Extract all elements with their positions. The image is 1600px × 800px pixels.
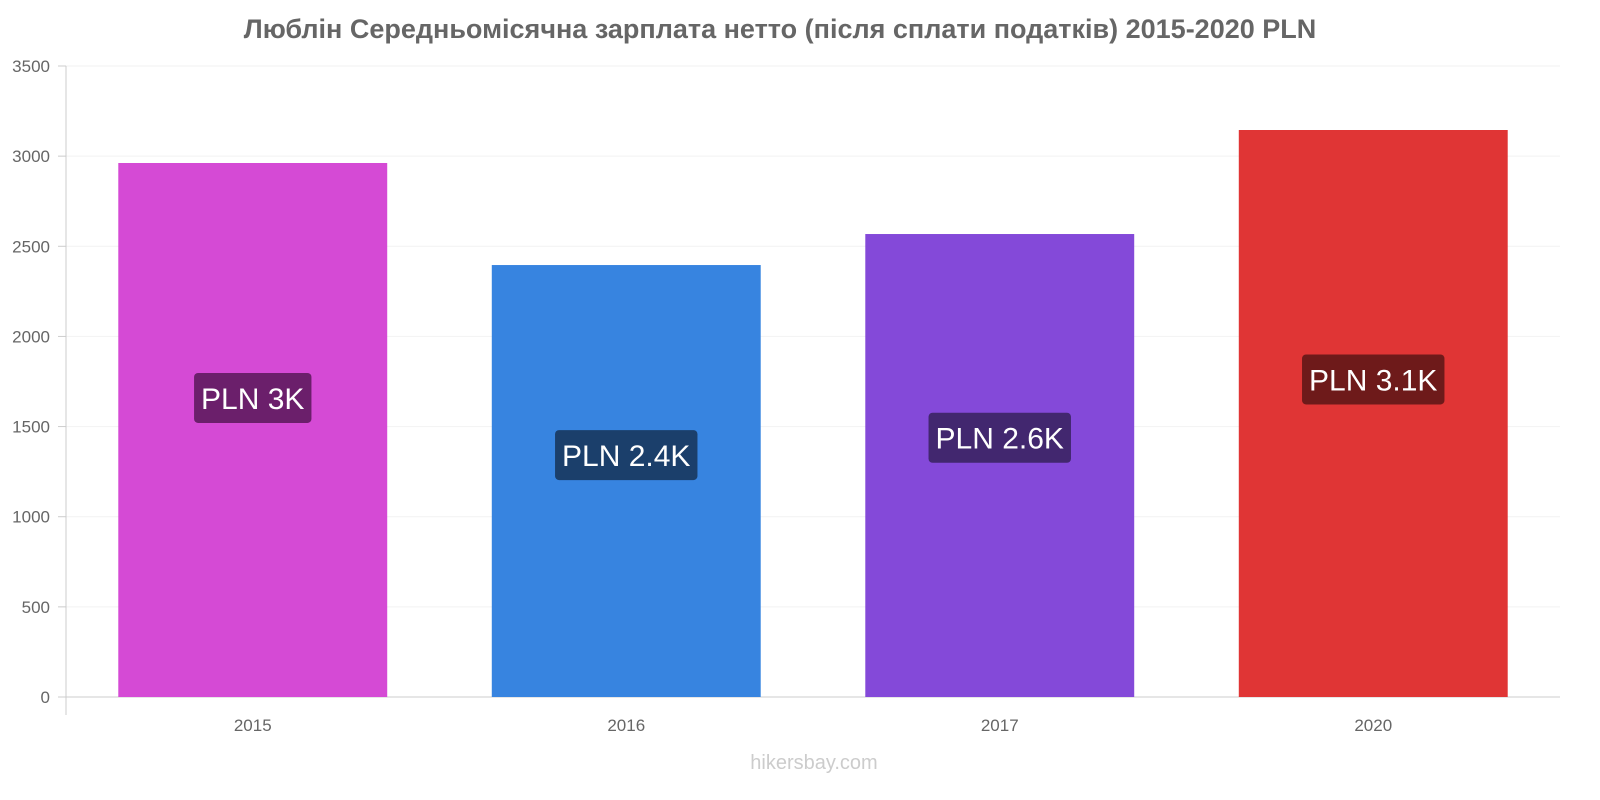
bar-2016 — [491, 265, 761, 697]
chart-title: Люблін Середньомісячна зарплата нетто (п… — [243, 14, 1317, 44]
y-tick-label: 1000 — [12, 508, 50, 527]
x-tick-label: 2015 — [234, 716, 272, 735]
y-tick-label: 1500 — [12, 418, 50, 437]
data-label: PLN 2.4K — [562, 440, 690, 473]
y-tick-label: 2000 — [12, 327, 50, 346]
data-label-box — [1302, 354, 1445, 405]
data-label: PLN 3K — [201, 383, 304, 416]
x-tick-label: 2020 — [1354, 716, 1392, 735]
x-tick-label: 2017 — [981, 716, 1019, 735]
bar-2015 — [118, 162, 388, 697]
data-label-box — [555, 430, 698, 481]
x-tick-label: 2016 — [607, 716, 645, 735]
y-tick-label: 500 — [22, 598, 50, 617]
data-label: PLN 2.6K — [936, 423, 1064, 456]
y-tick-label: 0 — [41, 688, 50, 707]
bar-2017 — [865, 234, 1135, 697]
data-label-box — [928, 412, 1071, 463]
y-tick-label: 3500 — [12, 57, 50, 76]
y-tick-label: 3000 — [12, 147, 50, 166]
data-label: PLN 3.1K — [1309, 364, 1437, 397]
bar-2020 — [1238, 130, 1508, 697]
y-tick-label: 2500 — [12, 237, 50, 256]
data-label-box — [194, 372, 312, 423]
watermark: hikersbay.com — [750, 752, 878, 774]
